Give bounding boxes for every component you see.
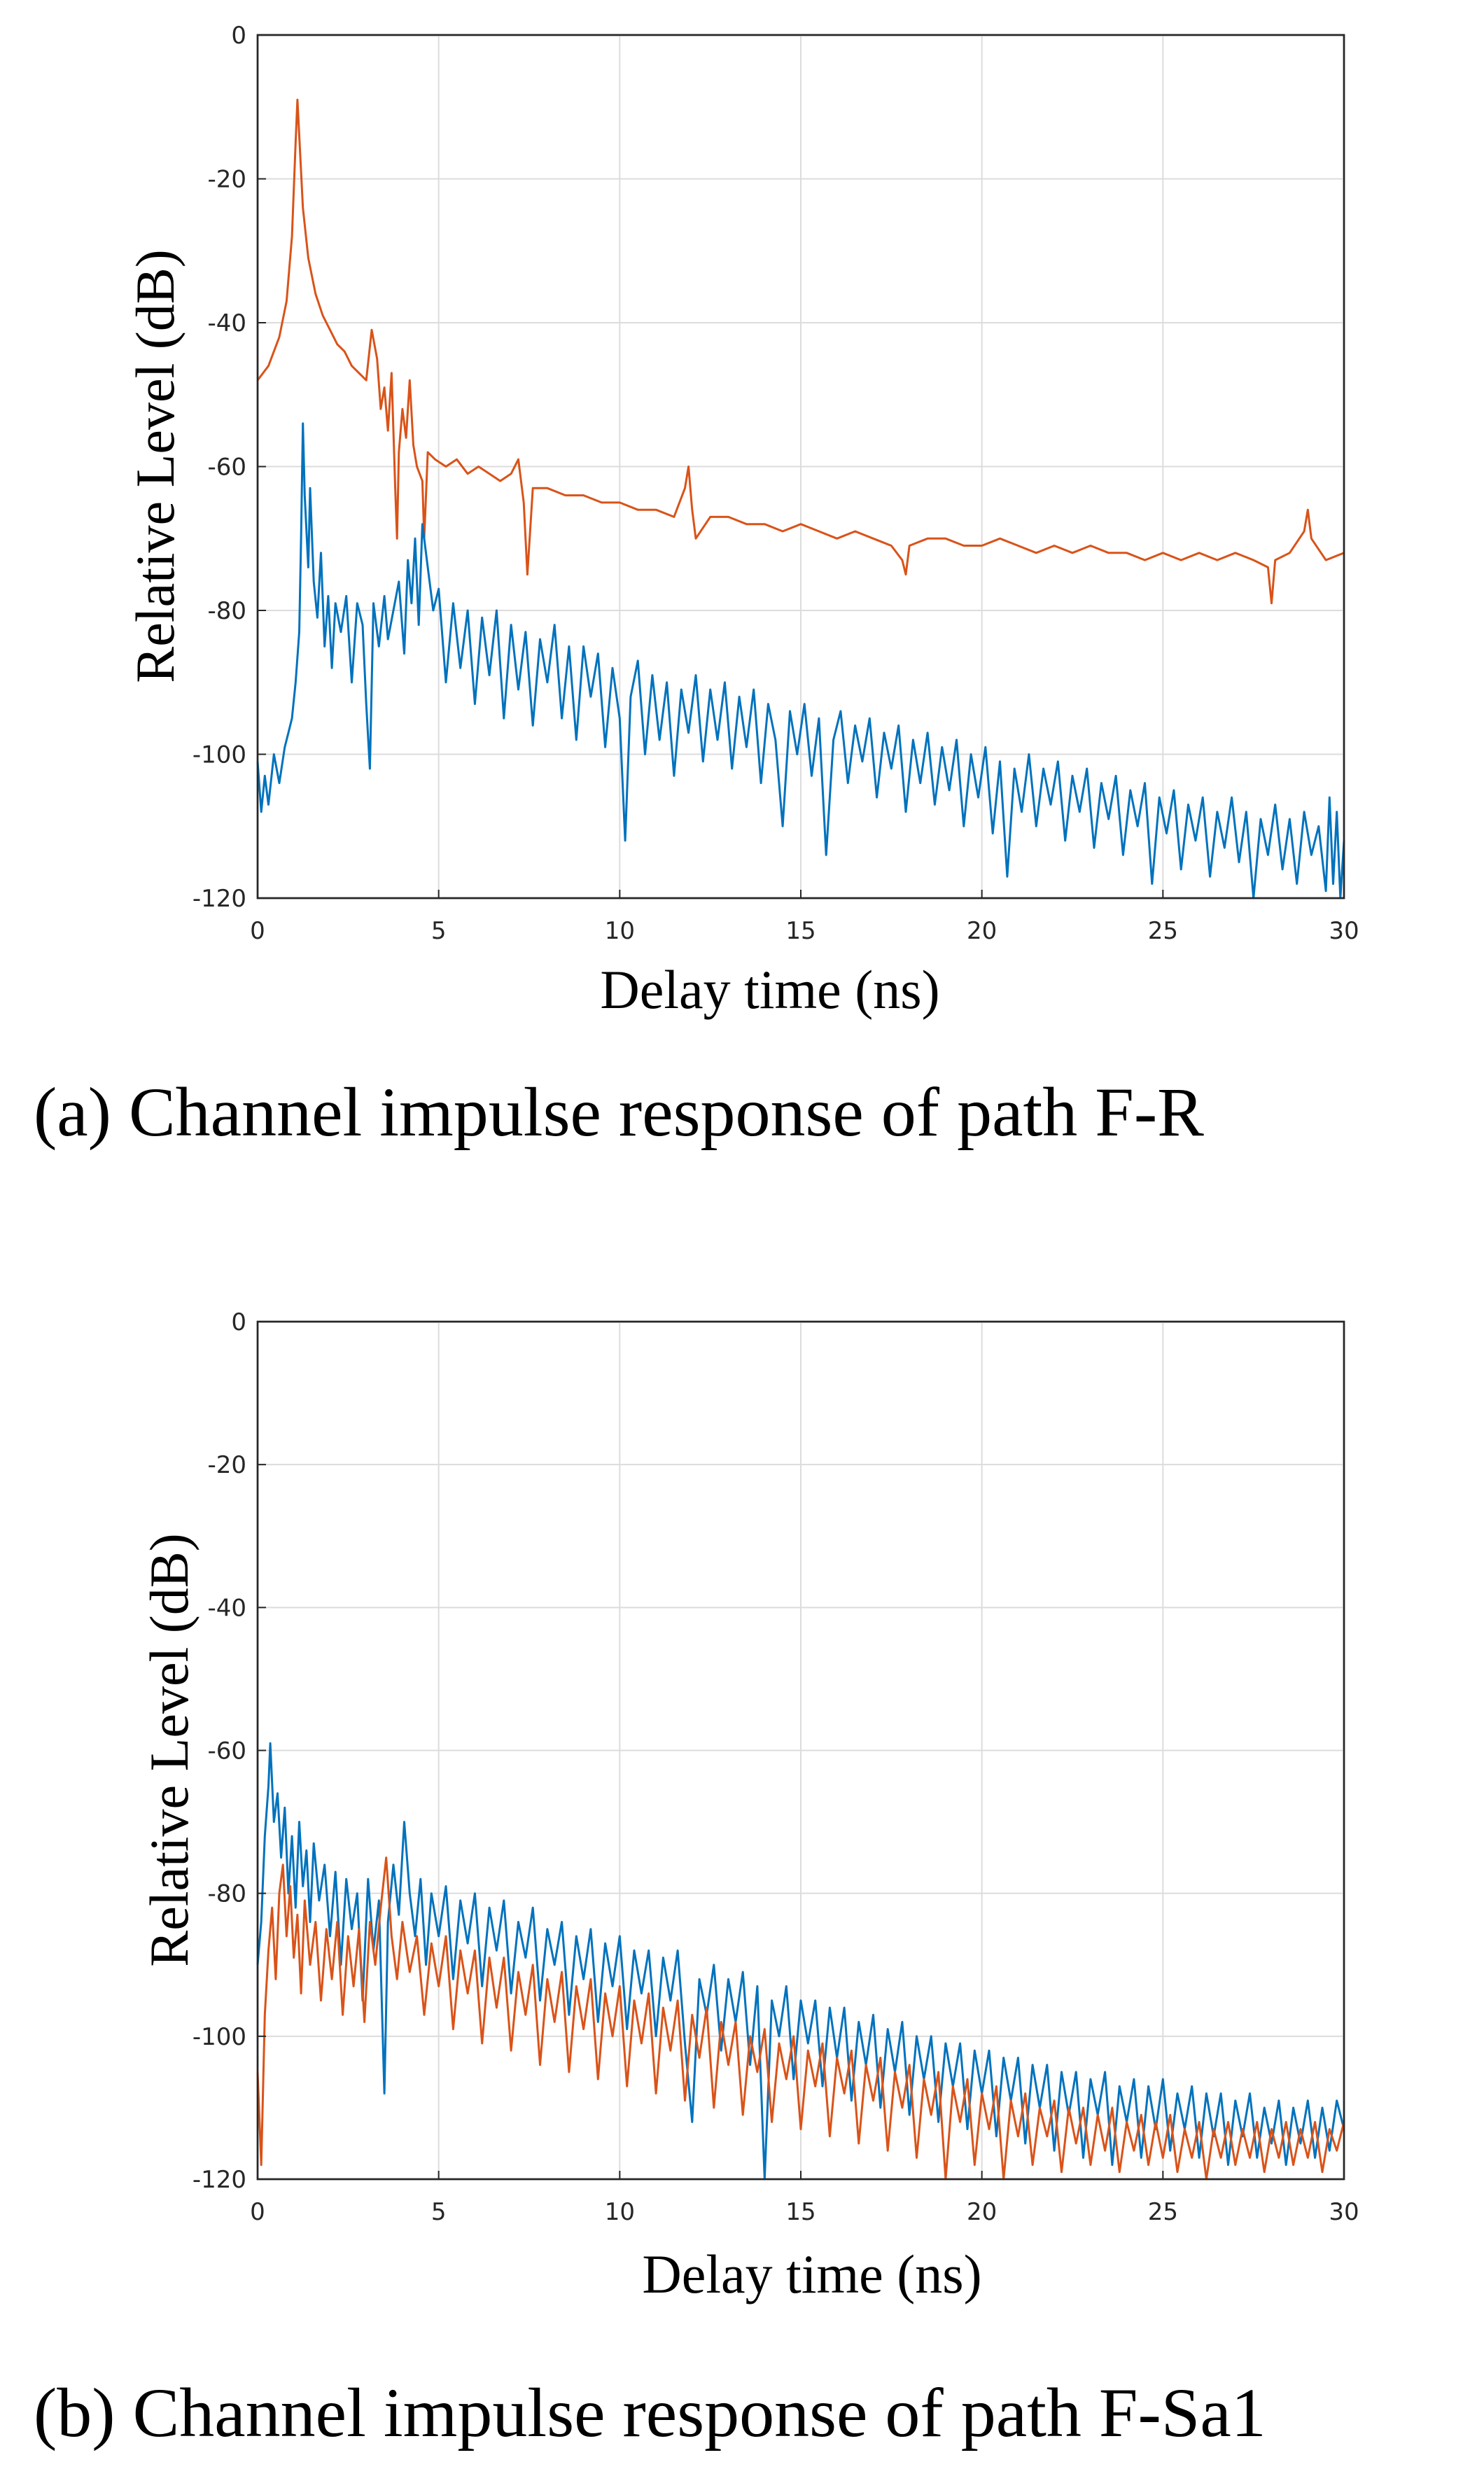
y-axis-label: Relative Level (dB) — [139, 1533, 200, 1966]
x-tick-label: 20 — [967, 2198, 997, 2226]
x-tick-label: 15 — [785, 917, 816, 945]
gridlines — [258, 1322, 1344, 2179]
x-tick-label: 30 — [1329, 2198, 1359, 2226]
x-tick-label: 10 — [605, 2198, 635, 2226]
y-tick-label: -80 — [207, 1880, 246, 1908]
y-tick-label: -40 — [207, 1594, 246, 1622]
x-axis-label: Delay time (ns) — [642, 2244, 981, 2304]
x-tick-label: 20 — [967, 917, 997, 945]
tick-group: 0 5 10 15 20 25 30 0 -20 -40 -60 -80 -100 -120 — [192, 22, 1359, 945]
x-tick-label: 0 — [250, 2198, 265, 2226]
y-tick-label: -120 — [192, 885, 246, 913]
x-tick-label: 15 — [785, 2198, 816, 2226]
y-tick-label: 0 — [231, 1308, 246, 1336]
panel-caption: (b) Channel impulse response of path F-S… — [34, 2374, 1266, 2451]
y-tick-label: 0 — [231, 22, 246, 50]
y-tick-label: -100 — [192, 741, 246, 769]
y-tick-label: -60 — [207, 1737, 246, 1765]
y-tick-label: -20 — [207, 166, 246, 194]
gridlines — [258, 35, 1344, 898]
x-tick-label: 25 — [1148, 917, 1178, 945]
y-tick-label: -80 — [207, 597, 246, 625]
series-line-blue — [256, 1742, 1345, 2181]
x-tick-label: 0 — [250, 917, 265, 945]
x-tick-label: 10 — [605, 917, 635, 945]
series-line-orange — [256, 1856, 1345, 2181]
series-group — [256, 1742, 1345, 2181]
x-tick-label: 5 — [431, 2198, 447, 2226]
x-tick-label: 5 — [431, 917, 447, 945]
panel-caption: (a) Channel impulse response of path F-R — [34, 1073, 1204, 1151]
y-tick-label: -20 — [207, 1451, 246, 1479]
panel-a: 0 5 10 15 20 25 30 0 -20 -40 -60 -80 -100 -120 Delay … — [34, 22, 1359, 1151]
y-tick-label: -40 — [207, 309, 246, 337]
panel-b: 0 5 10 15 20 25 30 0 -20 -40 -60 -80 -100 -120 Delay … — [34, 1308, 1359, 2451]
x-tick-label: 30 — [1329, 917, 1359, 945]
y-tick-label: -120 — [192, 2166, 246, 2194]
x-axis-label: Delay time (ns) — [600, 959, 939, 1020]
series-group — [256, 99, 1345, 900]
series-line-blue — [256, 422, 1345, 900]
series-line-orange — [256, 99, 1345, 605]
tick-group: 0 5 10 15 20 25 30 0 -20 -40 -60 -80 -100 -120 — [192, 1308, 1359, 2226]
y-tick-label: -100 — [192, 2023, 246, 2051]
y-axis-label: Relative Level (dB) — [125, 249, 186, 683]
x-tick-label: 25 — [1148, 2198, 1178, 2226]
y-tick-label: -60 — [207, 454, 246, 482]
